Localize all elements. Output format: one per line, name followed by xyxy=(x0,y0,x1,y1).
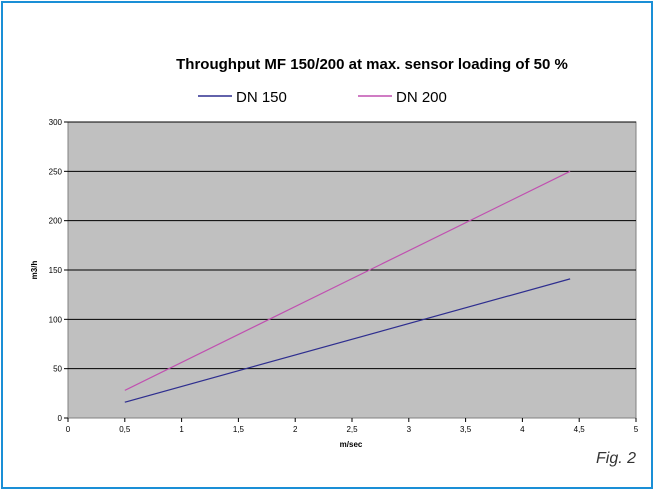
x-tick-label: 2 xyxy=(293,425,298,434)
x-tick-label: 5 xyxy=(634,425,639,434)
x-tick-label: 2,5 xyxy=(346,425,358,434)
x-tick-label: 1,5 xyxy=(233,425,245,434)
series-lines xyxy=(124,170,571,403)
x-tick-label: 1 xyxy=(179,425,184,434)
y-tick-label: 200 xyxy=(49,217,63,226)
y-tick-label: 250 xyxy=(49,167,63,176)
legend-label: DN 200 xyxy=(396,89,447,106)
x-axis-label: m/sec xyxy=(340,440,363,449)
y-tick-label: 300 xyxy=(49,118,63,127)
y-tick-label: 150 xyxy=(49,266,63,275)
x-tick-label: 3 xyxy=(407,425,412,434)
series-line-dn-200 xyxy=(124,170,571,391)
gridlines xyxy=(68,121,636,370)
x-tick-label: 4,5 xyxy=(574,425,586,434)
y-tick-label: 50 xyxy=(53,365,62,374)
y-axis-ticks: 0 50 100 150 200 250 300 xyxy=(49,118,68,423)
legend-label: DN 150 xyxy=(236,89,287,106)
x-axis-ticks: 0 0,5 1 1,5 2 2,5 3 3,5 4 4,5 5 xyxy=(66,418,639,434)
x-tick-label: 3,5 xyxy=(460,425,472,434)
figure-label: Fig. 2 xyxy=(596,450,636,467)
y-axis-label: m3/h xyxy=(30,261,39,280)
chart-title: Throughput MF 150/200 at max. sensor loa… xyxy=(176,56,568,73)
y-tick-label: 100 xyxy=(49,315,63,324)
y-tick-label: 0 xyxy=(58,414,63,423)
legend: DN 150 DN 200 xyxy=(198,89,447,106)
x-tick-label: 0,5 xyxy=(119,425,131,434)
series-line-dn-150 xyxy=(124,278,571,403)
x-tick-label: 0 xyxy=(66,425,71,434)
x-tick-label: 4 xyxy=(520,425,525,434)
